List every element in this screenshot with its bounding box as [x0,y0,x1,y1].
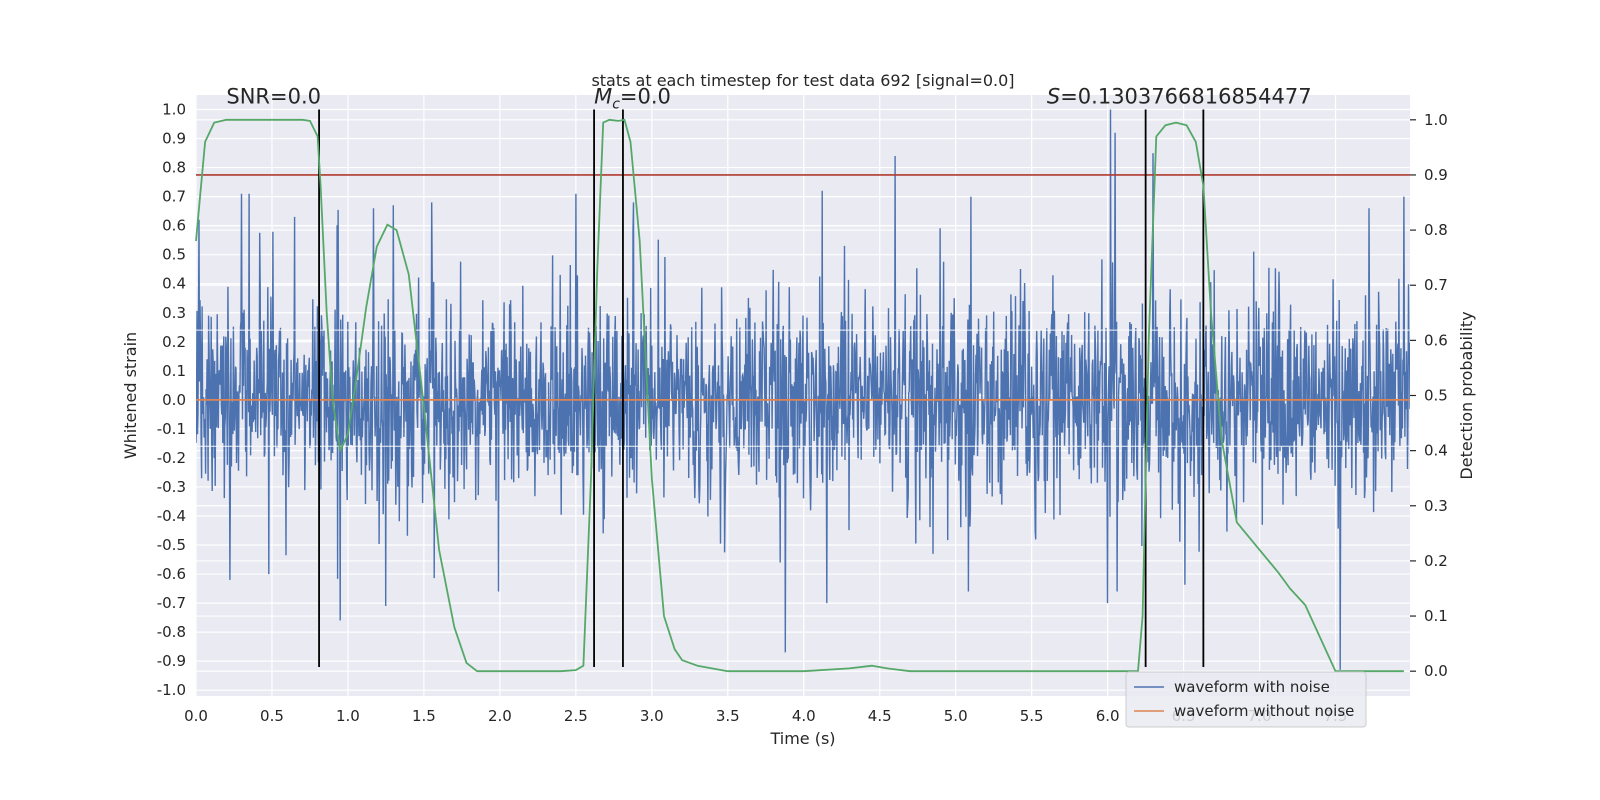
y-tick-label: -0.7 [157,594,186,612]
y-tick-label: -0.3 [157,478,186,496]
x-tick-label: 6.0 [1096,707,1120,725]
x-tick-label: 4.5 [868,707,892,725]
y-tick-label: 0.6 [162,217,186,235]
y2-tick-label: 0.6 [1424,331,1448,349]
x-tick-label: 1.0 [336,707,360,725]
legend: waveform with noise waveform without noi… [1125,671,1367,728]
y2-tick-label: 0.8 [1424,221,1448,239]
x-tick-label: 2.0 [488,707,512,725]
y2-axis-title: Detection probability [1457,311,1476,479]
x-axis-title: Time (s) [769,729,835,748]
x-tick-label: 0.0 [184,707,208,725]
y2-tick-label: 1.0 [1424,111,1448,129]
annotation-snr: SNR=0.0 [226,85,321,109]
annotation-chirp-mass: Mc=0.0 [594,85,671,113]
y-tick-label: 0.7 [162,188,186,206]
y-tick-label: 0.1 [162,362,186,380]
y2-tick-label: 0.9 [1424,166,1448,184]
legend-label-noise: waveform with noise [1174,678,1330,696]
annotation-s-symbol: S [1047,85,1060,109]
y-tick-label: 0.4 [162,275,186,293]
annotation-chirp-mass-symbol: M [594,85,612,109]
y-tick-label: -0.4 [157,507,186,525]
y-tick-label: -0.6 [157,565,186,583]
annotation-chirp-mass-value: =0.0 [620,85,671,109]
axes: 0.00.51.01.52.02.53.03.54.04.55.05.56.06… [157,101,1448,725]
series-waveform-with-noise [196,109,1410,670]
annotation-chirp-mass-sub: c [612,97,620,113]
y-tick-label: -0.1 [157,420,186,438]
y-tick-label: 0.9 [162,130,186,148]
x-tick-label: 5.5 [1020,707,1044,725]
y-tick-label: 0.5 [162,246,186,264]
x-tick-label: 2.5 [564,707,588,725]
x-tick-label: 5.0 [944,707,968,725]
y2-tick-label: 0.7 [1424,276,1448,294]
y2-tick-label: 0.3 [1424,497,1448,515]
chart-title: stats at each timestep for test data 692… [591,71,1014,90]
annotations: SNR=0.0 Mc=0.0 S=0.1303766816854477 [226,85,1311,113]
y2-tick-label: 0.2 [1424,552,1448,570]
y-tick-label: 0.2 [162,333,186,351]
x-tick-label: 0.5 [260,707,284,725]
series-layer [195,109,1410,673]
legend-box [1125,671,1367,728]
y2-tick-label: 0.1 [1424,607,1448,625]
x-tick-label: 3.5 [716,707,740,725]
y-tick-label: -0.9 [157,652,186,670]
x-tick-label: 1.5 [412,707,436,725]
annotation-s: S=0.1303766816854477 [1047,85,1312,109]
y-tick-label: -0.5 [157,536,186,554]
y-tick-label: -1.0 [157,681,186,699]
y-tick-label: -0.2 [157,449,186,467]
y-tick-label: 0.8 [162,159,186,177]
y-axis-title: Whitened strain [121,332,140,459]
annotation-s-value: =0.1303766816854477 [1060,85,1311,109]
x-tick-label: 3.0 [640,707,664,725]
y-tick-label: 0.3 [162,304,186,322]
legend-label-clean: waveform without noise [1174,702,1354,720]
y2-tick-label: 0.5 [1424,387,1448,405]
y2-tick-label: 0.4 [1424,442,1448,460]
y-tick-label: 1.0 [162,101,186,119]
y-tick-label: -0.8 [157,623,186,641]
y-tick-label: 0.0 [162,391,186,409]
x-tick-label: 4.0 [792,707,816,725]
series-detection-probability [195,118,1404,673]
y2-tick-label: 0.0 [1424,662,1448,680]
